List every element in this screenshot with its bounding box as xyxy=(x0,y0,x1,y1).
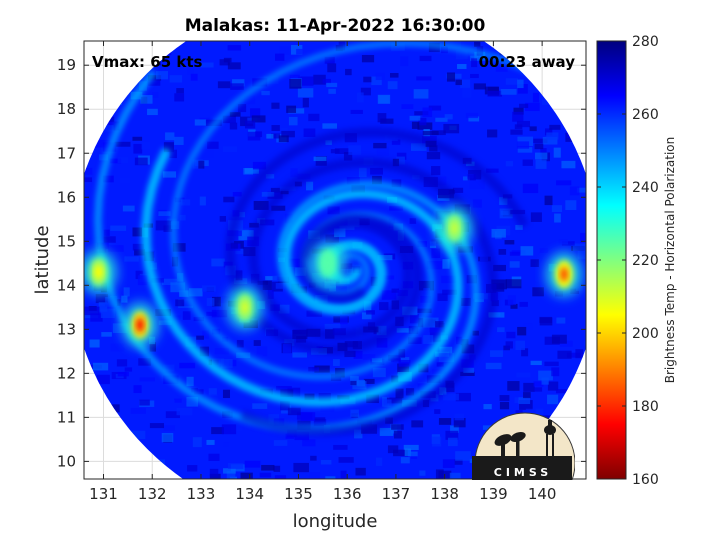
x-tick-label: 135 xyxy=(284,485,313,503)
logo-band xyxy=(472,456,572,480)
y-tick-label: 17 xyxy=(57,144,76,162)
dish-stand-icon xyxy=(501,442,505,456)
tower-icon xyxy=(544,425,556,435)
y-tick-label: 18 xyxy=(57,100,76,118)
colorbar-tick-label: 220 xyxy=(632,253,659,269)
colorbar-tick-label: 160 xyxy=(632,472,659,488)
y-tick-label: 14 xyxy=(57,276,76,294)
x-tick-label: 136 xyxy=(333,485,362,503)
feature-core xyxy=(450,221,459,236)
time-away-annotation: 00:23 away xyxy=(479,53,576,71)
colorbar-tick-label: 180 xyxy=(632,399,659,415)
colorbar-ticks: 160 180 200 220 240 260 280 xyxy=(597,34,659,488)
x-tick-label: 139 xyxy=(479,485,508,503)
x-tick-label: 134 xyxy=(235,485,264,503)
y-tick-label: 15 xyxy=(57,232,76,250)
y-tick-label: 13 xyxy=(57,320,76,338)
x-tick-label: 133 xyxy=(187,485,216,503)
colorbar-tick-label: 240 xyxy=(632,180,659,196)
feature-core xyxy=(94,265,103,280)
feature-core xyxy=(136,317,145,332)
x-axis-label: longitude xyxy=(293,511,378,532)
y-tick-label: 10 xyxy=(57,452,76,470)
colorbar-label: Brightness Temp - Horizontal Polarizatio… xyxy=(663,137,677,384)
cimss-logo: CIMSS xyxy=(472,412,575,480)
vmax-annotation: Vmax: 65 kts xyxy=(92,53,202,71)
y-tick-label: 16 xyxy=(57,188,76,206)
colorbar-tick-label: 280 xyxy=(632,34,659,50)
x-tick-label: 131 xyxy=(89,485,118,503)
x-tick-label: 140 xyxy=(528,485,557,503)
cold-features xyxy=(84,206,583,347)
colorbar-tick-label: 260 xyxy=(632,107,659,123)
y-tick-label: 19 xyxy=(57,56,76,74)
y-tick-label: 11 xyxy=(57,408,76,426)
dish-icon xyxy=(510,431,526,443)
feature-core xyxy=(240,300,249,315)
spiral-bands xyxy=(94,41,544,437)
plot-frame xyxy=(83,40,587,480)
y-axis-label: latitude xyxy=(32,225,53,294)
x-tick-label: 132 xyxy=(138,485,167,503)
x-tick-label: 137 xyxy=(382,485,411,503)
dish-stand-icon xyxy=(516,439,520,456)
logo-text: CIMSS xyxy=(494,466,552,479)
y-axis: 10 11 12 13 14 15 16 17 18 19 xyxy=(57,56,586,470)
colorbar-gradient xyxy=(596,40,627,480)
chart-title: Malakas: 11-Apr-2022 16:30:00 xyxy=(185,16,486,36)
x-tick-label: 138 xyxy=(430,485,459,503)
colorbar-tick-label: 200 xyxy=(632,326,659,342)
dish-icon xyxy=(494,434,512,446)
colorbar: 160 180 200 220 240 260 280 Brightness Temp - … xyxy=(596,34,677,488)
feature-core xyxy=(323,256,332,271)
x-axis: 131 132 133 134 135 136 137 138 139 140 xyxy=(89,41,556,503)
feature-core xyxy=(560,267,569,282)
swath-image xyxy=(84,41,586,479)
y-tick-label: 12 xyxy=(57,364,76,382)
